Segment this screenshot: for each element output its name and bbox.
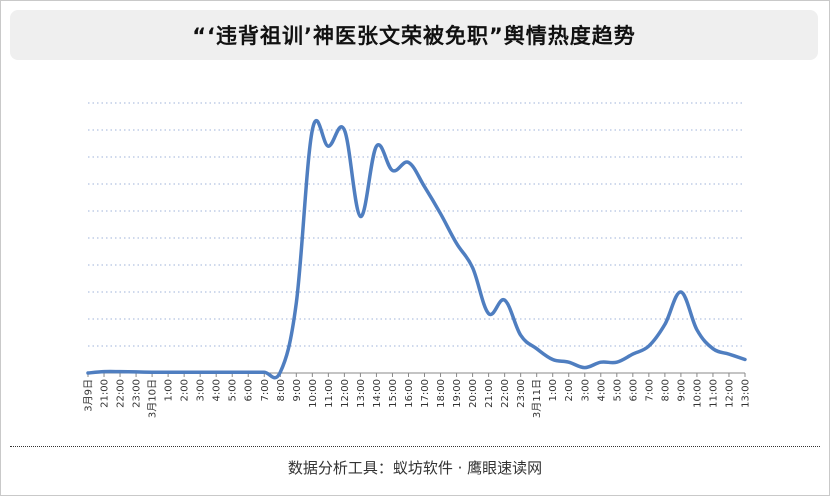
data-point [615,360,619,364]
data-point [503,298,507,302]
data-point [358,214,362,218]
data-point [471,266,475,270]
data-point [326,144,330,148]
data-point [134,370,138,374]
data-point [647,344,651,348]
x-tick-label: 16:00 [404,379,415,408]
data-point [455,241,459,245]
x-tick-label: 10:00 [308,379,319,408]
data-point [230,370,234,374]
x-tick-label: 12:00 [340,379,351,408]
data-point [551,358,555,362]
title-bar: “‘违背祖训’神医张文荣被免职”舆情热度趋势 [10,10,818,60]
data-point [374,144,378,148]
x-tick-label: 3月9日 [83,379,95,412]
x-tick-label: 11:00 [708,379,719,408]
x-tick-label: 8:00 [276,379,287,401]
data-point [310,128,314,132]
data-point [278,370,282,374]
x-tick-label: 9:00 [676,379,687,401]
x-tick-label: 3月11日 [531,379,543,418]
x-tick-label: 3:00 [580,379,591,401]
data-point [214,370,218,374]
x-tick-label: 5:00 [228,379,239,401]
x-tick-label: 10:00 [692,379,703,408]
data-point [390,169,394,173]
x-axis-labels: 3月9日 21:00 22:00 23:00 3月10日 1:00 2:00 3:00 4:00… [83,379,752,418]
x-tick-label: 1:00 [548,379,559,401]
data-point [294,301,298,305]
data-point [342,128,346,132]
data-point [406,160,410,164]
line-chart: 3月9日 21:00 22:00 23:00 3月10日 1:00 2:00 3:00 4:00… [83,102,752,418]
data-point [679,290,683,294]
data-point [711,347,715,351]
data-point [663,322,667,326]
data-point [695,328,699,332]
x-tick-label: 8:00 [660,379,671,401]
x-tick-label: 6:00 [244,379,255,401]
x-tick-label: 2:00 [564,379,575,401]
x-tick-label: 22:00 [500,379,511,408]
data-point [743,358,747,362]
x-tick-label: 18:00 [436,379,447,408]
data-point [423,185,427,189]
data-point [246,370,250,374]
x-tick-label: 11:00 [324,379,335,408]
data-point [118,370,122,374]
x-tick-label: 15:00 [388,379,399,408]
x-tick-label: 7:00 [644,379,655,401]
x-tick-label: 7:00 [260,379,271,401]
x-tick-label: 4:00 [212,379,223,401]
data-point [583,366,587,370]
grid-lines [88,102,745,347]
data-point [599,360,603,364]
data-point [567,360,571,364]
x-tick-label: 21:00 [100,379,111,408]
data-points [86,128,747,375]
data-point [487,312,491,316]
x-tick-label: 14:00 [372,379,383,408]
x-tick-label: 9:00 [292,379,303,401]
data-point [262,370,266,374]
data-point [439,212,443,216]
data-point [86,371,90,375]
data-point [519,333,523,337]
x-tick-label: 21:00 [484,379,495,408]
x-tick-label: 3:00 [196,379,207,401]
data-point [198,370,202,374]
x-tick-label: 3月10日 [147,379,159,418]
x-tick-label: 19:00 [452,379,463,408]
x-tick-label: 1:00 [164,379,175,401]
chart-title: “‘违背祖训’神医张文荣被免职”舆情热度趋势 [192,24,636,48]
data-point [166,370,170,374]
x-tick-label: 13:00 [741,379,752,408]
x-tick-label: 5:00 [612,379,623,401]
x-tick-label: 4:00 [596,379,607,401]
x-tick-label: 2:00 [180,379,191,401]
data-point [150,370,154,374]
x-tick-label: 6:00 [628,379,639,401]
data-point [102,370,106,374]
source-note: 数据分析工具：蚁坊软件 · 鹰眼速读网 [287,459,543,477]
x-tick-label: 20:00 [468,379,479,408]
x-tick-label: 13:00 [356,379,367,408]
data-point [182,370,186,374]
x-tick-label: 22:00 [116,379,127,408]
x-tick-label: 23:00 [132,379,143,408]
x-tick-label: 12:00 [724,379,735,408]
data-point [631,352,635,356]
divider [10,446,820,447]
data-point [727,352,731,356]
series-line [86,118,747,380]
data-point [535,347,539,351]
x-tick-label: 23:00 [516,379,527,408]
x-tick-label: 17:00 [420,379,431,408]
